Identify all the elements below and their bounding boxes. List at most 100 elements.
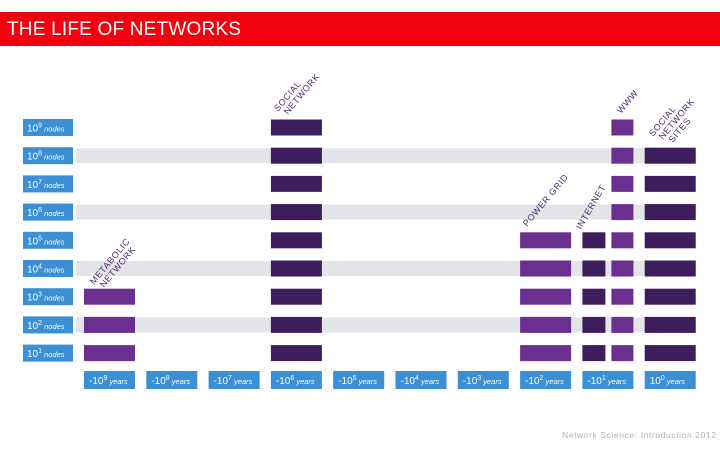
network-block: [582, 232, 606, 249]
column-label-box: [395, 371, 447, 389]
column-label-unit: years: [170, 377, 191, 386]
row-label-base: 10: [27, 208, 39, 219]
row-label-base: 10: [27, 180, 39, 191]
row-label-text: 107 nodes: [27, 179, 65, 191]
column-label-unit: years: [357, 377, 378, 386]
network-block: [582, 345, 606, 362]
column-label-unit: years: [481, 377, 502, 386]
network-block: [644, 345, 696, 362]
network-annotation-line: POWER GRID: [521, 172, 570, 228]
row-label-unit: nodes: [42, 350, 65, 359]
row-label-text: 102 nodes: [27, 320, 65, 332]
network-block: [520, 316, 572, 333]
column-label-exponent: 4: [415, 375, 419, 382]
column-label-box: [208, 371, 260, 389]
network-block: [582, 316, 606, 333]
network-block: [611, 119, 634, 136]
row-label-box: [23, 175, 73, 193]
row-label-exponent: 9: [38, 123, 42, 130]
column-label-text: -102 years: [525, 375, 564, 387]
column-label-unit: years: [107, 377, 128, 386]
row-label-text: 109 nodes: [27, 123, 65, 135]
network-annotation-line: WWW: [615, 88, 640, 115]
network-block: [644, 260, 696, 277]
column-label-box: [270, 371, 322, 389]
row-label-exponent: 1: [38, 348, 42, 355]
row-label-text: 101 nodes: [27, 348, 65, 360]
network-block: [644, 204, 696, 221]
column-label-exponent: 7: [228, 375, 232, 382]
column-label-unit: years: [543, 377, 564, 386]
column-label-text: 100 years: [650, 375, 686, 387]
row-label-box: [23, 344, 73, 362]
row-label-box: [23, 119, 73, 136]
row-label-base: 10: [27, 152, 39, 163]
network-block: [84, 316, 135, 333]
row-label-box: [23, 147, 73, 165]
row-label-exponent: 8: [38, 151, 42, 158]
network-block: [611, 175, 634, 192]
row-label-base: 10: [27, 349, 39, 360]
title-bar: THE LIFE OF NETWORKS: [0, 12, 720, 46]
column-label-box: [582, 371, 634, 389]
row-label-unit: nodes: [42, 153, 65, 162]
row-label-unit: nodes: [42, 209, 65, 218]
column-label-exponent: 2: [540, 375, 544, 382]
column-label-box: [146, 371, 198, 389]
row-label-unit: nodes: [42, 322, 65, 331]
column-label-box: [644, 371, 696, 389]
column-label-unit: years: [232, 377, 253, 386]
grey-band: [76, 148, 696, 164]
column-label-base: -10: [338, 376, 353, 387]
row-label-base: 10: [27, 321, 39, 332]
row-label-box: [23, 203, 73, 221]
column-label-exponent: 3: [477, 375, 481, 382]
column-label-box: [333, 371, 385, 389]
network-block: [520, 288, 572, 305]
row-label-text: 103 nodes: [27, 292, 65, 304]
network-block: [270, 316, 322, 333]
network-block: [520, 232, 572, 249]
footer-credit: Network Science: Introduction 2012: [562, 430, 717, 440]
column-label-text: -109 years: [89, 375, 128, 387]
network-block: [611, 316, 634, 333]
network-block: [644, 316, 696, 333]
row-label-box: [23, 316, 73, 334]
row-label-base: 10: [27, 265, 39, 276]
column-label-exponent: 6: [290, 375, 294, 382]
column-label-text: -103 years: [463, 375, 502, 387]
column-label-unit: years: [665, 377, 686, 386]
row-label-box: [23, 260, 73, 277]
page-title: THE LIFE OF NETWORKS: [7, 19, 242, 40]
column-label-base: 10: [650, 376, 662, 387]
network-block: [270, 260, 322, 277]
column-label-text: -107 years: [214, 375, 253, 387]
network-block: [270, 204, 322, 221]
network-block: [520, 345, 572, 362]
network-block: [84, 345, 135, 362]
row-label-unit: nodes: [42, 294, 65, 303]
network-block: [270, 119, 322, 136]
row-label-unit: nodes: [42, 181, 65, 190]
column-label-base: -10: [214, 376, 229, 387]
network-block: [270, 175, 322, 192]
column-label-text: -105 years: [338, 375, 377, 387]
row-label-exponent: 4: [38, 264, 42, 271]
network-block: [644, 288, 696, 305]
row-label-base: 10: [27, 236, 39, 247]
row-label-exponent: 5: [38, 235, 42, 242]
network-block: [582, 288, 606, 305]
network-block: [644, 232, 696, 249]
network-block: [644, 147, 696, 164]
column-label-text: -108 years: [151, 375, 190, 387]
row-label-text: 108 nodes: [27, 151, 65, 163]
column-label-box: [520, 371, 572, 389]
network-block: [270, 345, 322, 362]
row-label-exponent: 3: [38, 292, 42, 299]
network-block: [270, 147, 322, 164]
column-label-base: -10: [587, 376, 602, 387]
row-label-unit: nodes: [42, 237, 65, 246]
